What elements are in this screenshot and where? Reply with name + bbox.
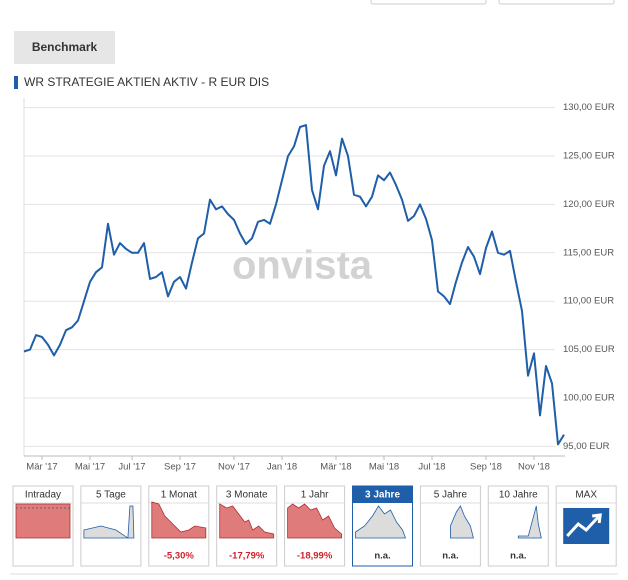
tab-thumbnail [287, 503, 343, 539]
period-tab[interactable]: 1 Jahr -18,99% [284, 485, 346, 567]
y-tick-label: 130,00 EUR [563, 102, 615, 113]
tab-header [352, 486, 413, 503]
tab-thumbnail [449, 505, 474, 539]
x-tick-label: Mär '18 [320, 462, 351, 473]
tab-label: 5 Jahre [434, 490, 468, 501]
y-tick-label: 120,00 EUR [563, 199, 615, 210]
tab-thumbnail [517, 505, 542, 539]
tab-thumbnail [83, 505, 135, 539]
tab-thumbnail [219, 503, 275, 539]
tab-thumbnail [15, 503, 71, 539]
max-icon [563, 508, 610, 544]
benchmark-button[interactable] [14, 31, 115, 64]
benchmark-label: Benchmark [32, 40, 98, 54]
tab-change: -17,79% [229, 551, 265, 562]
period-tab[interactable]: 1 Monat -5,30% [148, 485, 210, 567]
tab-thumbnail [151, 501, 207, 539]
period-tab[interactable]: 10 Jahre n.a. [487, 485, 549, 567]
tab-label: Intraday [25, 490, 61, 501]
x-tick-label: Nov '18 [518, 462, 550, 473]
x-tick-label: Jul '17 [118, 462, 145, 473]
y-tick-label: 105,00 EUR [563, 344, 615, 355]
dropdown[interactable] [370, 0, 487, 5]
period-tab[interactable]: 5 Tage [80, 485, 142, 567]
x-tick-label: Nov '17 [218, 462, 250, 473]
y-tick-label: 100,00 EUR [563, 392, 615, 403]
period-tab[interactable]: Intraday [12, 485, 74, 567]
tab-change: n.a. [442, 551, 458, 562]
y-tick-label: 110,00 EUR [563, 296, 614, 307]
max-arrow [566, 513, 602, 538]
period-tab[interactable]: 5 Jahre n.a. [419, 485, 481, 567]
watermark: onvista [232, 244, 373, 288]
dropdown[interactable] [498, 0, 615, 5]
chart-title: WR STRATEGIE AKTIEN AKTIV - R EUR DIS [24, 75, 269, 89]
tab-change: -18,99% [297, 551, 333, 562]
period-tab[interactable]: 3 Monate -17,79% [216, 485, 278, 567]
x-tick-label: Jul '18 [418, 462, 445, 473]
price-line [23, 124, 565, 446]
title-marker [14, 76, 18, 89]
tab-label: 1 Monat [161, 490, 197, 501]
y-tick-label: 125,00 EUR [563, 151, 615, 162]
period-tab[interactable]: MAX [555, 485, 617, 567]
x-tick-label: Sep '18 [470, 462, 502, 473]
period-tab[interactable]: 3 Jahre n.a. [352, 485, 413, 567]
tab-label: MAX [575, 490, 597, 501]
tab-label: 3 Monate [226, 490, 268, 501]
tab-label: 1 Jahr [301, 490, 329, 501]
x-tick-label: Sep '17 [164, 462, 196, 473]
x-tick-label: Mai '17 [75, 462, 105, 473]
tab-label: 3 Jahre [365, 490, 400, 501]
tab-label: 5 Tage [96, 490, 126, 501]
x-tick-label: Mär '17 [26, 462, 57, 473]
tab-thumbnail [355, 505, 407, 539]
y-tick-label: 95,00 EUR [563, 441, 610, 452]
tab-change: n.a. [374, 551, 390, 562]
x-tick-label: Mai '18 [369, 462, 399, 473]
tab-change: -5,30% [164, 551, 195, 562]
tab-change: n.a. [510, 551, 526, 562]
x-tick-label: Jan '18 [267, 462, 297, 473]
tab-label: 10 Jahre [499, 490, 538, 501]
y-tick-label: 115,00 EUR [563, 247, 614, 258]
